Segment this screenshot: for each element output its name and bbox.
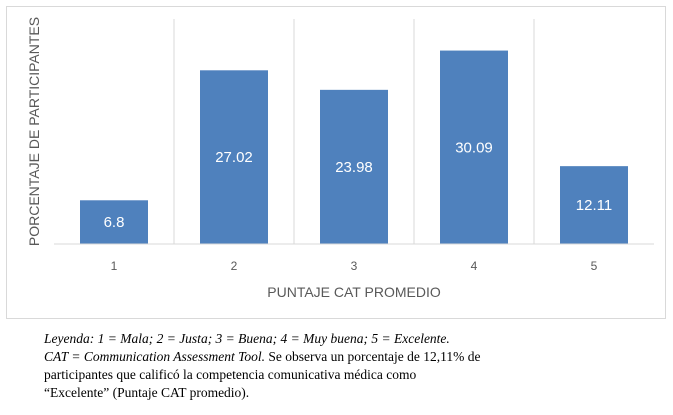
caption-line-2: CAT = Communication Assessment Tool. Se … (44, 348, 644, 366)
bars (80, 50, 628, 244)
bar-4 (440, 50, 508, 244)
data-label-3: 23.98 (335, 159, 373, 176)
figure-caption: Leyenda: 1 = Mala; 2 = Justa; 3 = Buena;… (44, 330, 644, 402)
caption-line-4: “Excelente” (Puntaje CAT promedio). (44, 385, 250, 400)
bar-2 (200, 70, 268, 244)
x-tick-label-2: 2 (231, 259, 238, 273)
caption-line-3: participantes que calificó la competenci… (44, 367, 417, 382)
data-label-4: 30.09 (455, 139, 493, 156)
caption-cat-definition: CAT = Communication Assessment Tool. (44, 349, 266, 364)
bar-5 (560, 166, 628, 244)
bar-1 (80, 200, 148, 244)
data-labels: 6.8 27.02 23.98 30.09 12.11 (104, 139, 613, 231)
data-label-2: 27.02 (215, 149, 253, 166)
data-label-1: 6.8 (104, 214, 125, 231)
x-tick-label-5: 5 (591, 259, 598, 273)
caption-line-2-text: Se observa un porcentaje de 12,11% de (265, 349, 481, 364)
x-tick-label-4: 4 (471, 259, 478, 273)
x-axis-label: PUNTAJE CAT PROMEDIO (267, 284, 441, 300)
bar-chart: 6.8 27.02 23.98 30.09 12.11 1 2 3 4 5 PORCENTAJE… (26, 17, 654, 300)
y-axis-label: PORCENTAJE DE PARTICIPANTES (26, 17, 42, 246)
bar-3 (320, 89, 388, 244)
x-tick-label-1: 1 (111, 259, 118, 273)
grid-lines (173, 19, 535, 244)
caption-legend-line: Leyenda: 1 = Mala; 2 = Justa; 3 = Buena;… (44, 331, 450, 346)
data-label-5: 12.11 (576, 197, 612, 214)
chart-frame: 6.8 27.02 23.98 30.09 12.11 1 2 3 4 5 PORCENTAJE… (6, 6, 666, 319)
x-tick-label-3: 3 (351, 259, 358, 273)
x-tick-labels: 1 2 3 4 5 (111, 259, 598, 273)
